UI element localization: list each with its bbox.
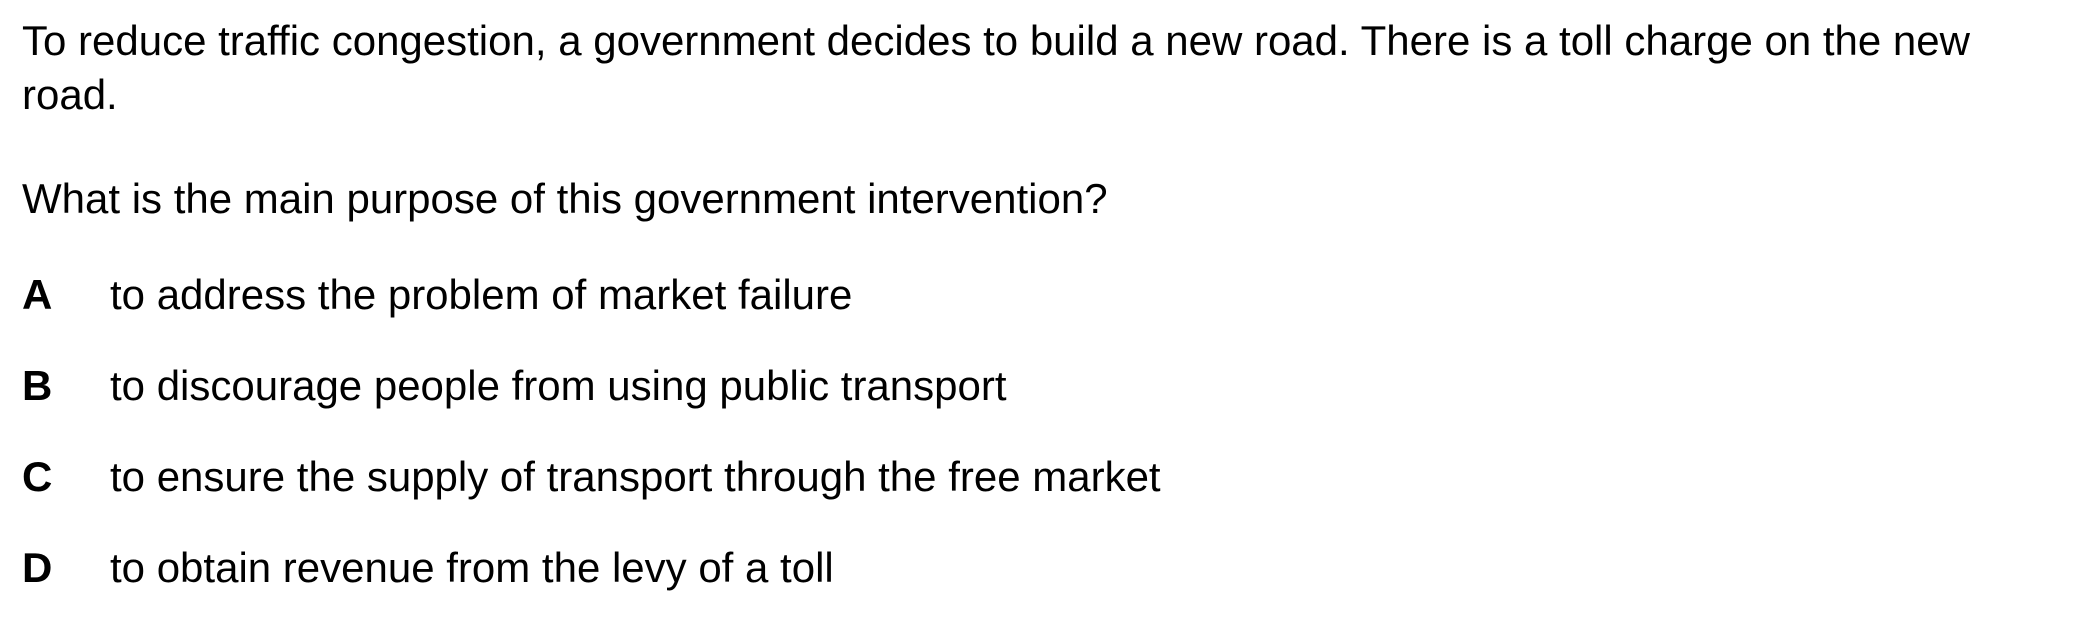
option-c: C to ensure the supply of transport thro… [22,450,1161,541]
question-stem: To reduce traffic congestion, a governme… [22,17,1970,118]
option-d: D to obtain revenue from the levy of a t… [22,541,1161,632]
option-letter: D [22,544,53,591]
option-b: B to discourage people from using public… [22,359,1161,450]
option-letter: C [22,453,53,500]
answer-options: A to address the problem of market failu… [22,268,1161,632]
option-a: A to address the problem of market failu… [22,268,1161,359]
option-text: to discourage people from using public t… [110,362,1007,409]
option-text: to ensure the supply of transport throug… [110,453,1161,500]
option-text: to obtain revenue from the levy of a tol… [110,544,834,591]
question-prompt: What is the main purpose of this governm… [22,175,1108,222]
option-letter: B [22,362,53,409]
option-text: to address the problem of market failure [110,271,853,318]
option-letter: A [22,271,53,318]
